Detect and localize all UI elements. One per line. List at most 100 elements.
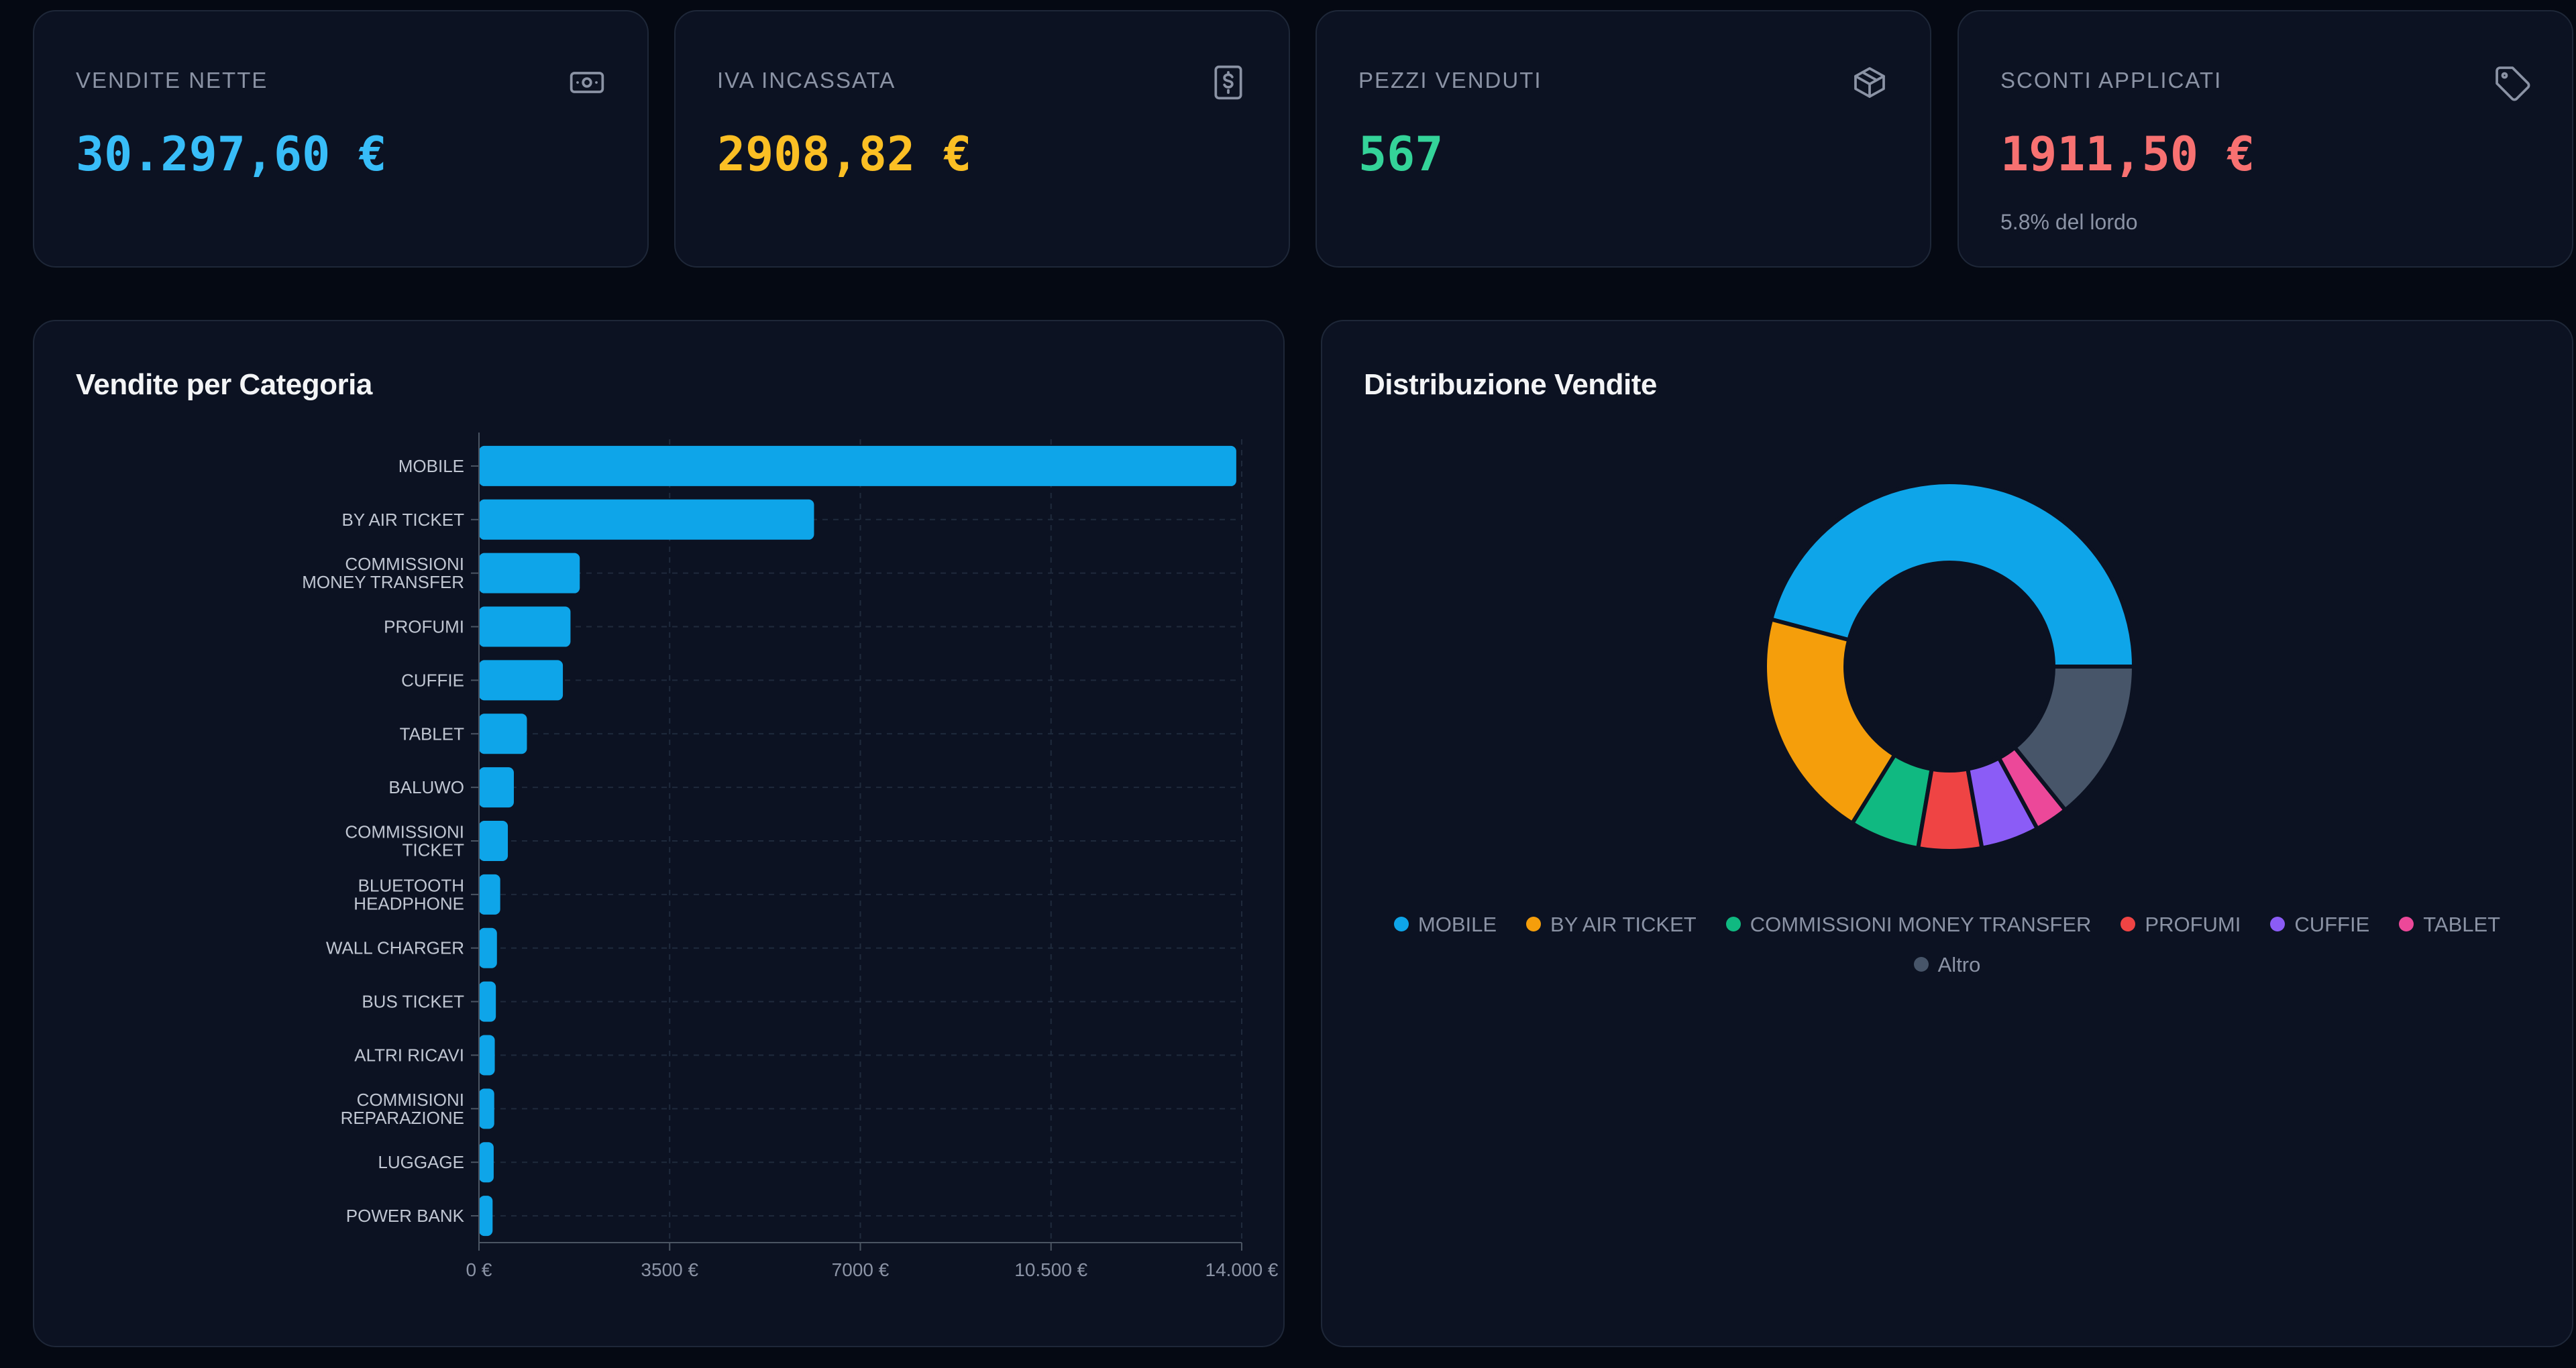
legend-swatch bbox=[2270, 916, 2286, 931]
kpi-label: PEZZI VENDUTI bbox=[1358, 68, 1542, 93]
category-label-line: BALUWO bbox=[388, 777, 464, 797]
kpi-value: 30.297,60 € bbox=[76, 127, 387, 182]
dollar-receipt-icon bbox=[1214, 65, 1242, 100]
bar[interactable] bbox=[479, 927, 497, 968]
banknote-icon bbox=[570, 72, 604, 93]
bar[interactable] bbox=[479, 1035, 495, 1076]
panel-title: Vendite per Categoria bbox=[76, 368, 372, 401]
donut-slice[interactable] bbox=[1769, 480, 2136, 669]
category-label-line: MOBILE bbox=[398, 456, 464, 476]
legend-swatch bbox=[1393, 916, 1409, 931]
kpi-label: VENDITE NETTE bbox=[76, 68, 268, 93]
package-icon bbox=[1854, 67, 1885, 98]
legend-swatch bbox=[1526, 916, 1542, 931]
bar-chart-panel: Vendite per Categoria MOBILE BY AIR TICKE… bbox=[33, 320, 1285, 1347]
category-label: COMMISIONI REPARAZIONE bbox=[341, 1090, 464, 1128]
category-label: CUFFIE bbox=[401, 670, 464, 690]
bar[interactable] bbox=[479, 874, 500, 915]
legend-item[interactable]: TABLET bbox=[2399, 905, 2500, 945]
category-label-line: BY AIR TICKET bbox=[341, 510, 464, 530]
category-label: MOBILE bbox=[398, 456, 464, 476]
kpi-value: 1911,50 € bbox=[2000, 127, 2255, 182]
bar[interactable] bbox=[479, 767, 514, 808]
legend-swatch bbox=[1725, 916, 1741, 931]
chart-legend: MOBILE BY AIR TICKET COMMISSIONI MONEY TRA… bbox=[1322, 905, 2572, 985]
legend-item[interactable]: COMMISSIONI MONEY TRANSFER bbox=[1725, 905, 2092, 945]
x-tick-label: 7000 € bbox=[832, 1259, 890, 1280]
bar[interactable] bbox=[479, 981, 496, 1022]
legend-item[interactable]: BY AIR TICKET bbox=[1526, 905, 1697, 945]
bar[interactable] bbox=[479, 660, 564, 701]
category-label-line: HEADPHONE bbox=[354, 893, 464, 913]
donut-chart bbox=[1763, 480, 2136, 853]
bar[interactable] bbox=[479, 445, 1236, 486]
donut-chart-panel: Distribuzione Vendite MOBILE BY AIR TICKE… bbox=[1321, 320, 2573, 1347]
category-label-line: BUS TICKET bbox=[362, 992, 464, 1012]
legend-label: COMMISSIONI MONEY TRANSFER bbox=[1750, 913, 2092, 936]
bar[interactable] bbox=[479, 714, 527, 754]
category-label: TABLET bbox=[400, 724, 464, 744]
category-label-line: CUFFIE bbox=[401, 670, 464, 690]
x-tick-label: 3500 € bbox=[641, 1259, 698, 1280]
kpi-card-vat: IVA INCASSATA 2908,82 € bbox=[674, 10, 1290, 268]
category-label-line: TABLET bbox=[400, 724, 464, 744]
kpi-card-discounts: SCONTI APPLICATI 1911,50 € 5.8% del lord… bbox=[1957, 10, 2573, 268]
category-label-line: ALTRI RICAVI bbox=[354, 1045, 464, 1065]
category-label-line: PROFUMI bbox=[384, 617, 464, 637]
x-tick-label: 0 € bbox=[466, 1259, 492, 1280]
category-label: COMMISSIONI TICKET bbox=[345, 822, 464, 860]
category-label-line: COMMISSIONI bbox=[345, 554, 464, 574]
category-label: PROFUMI bbox=[384, 617, 464, 637]
category-label: ALTRI RICAVI bbox=[354, 1045, 464, 1065]
bar[interactable] bbox=[479, 1088, 494, 1129]
legend-label: BY AIR TICKET bbox=[1550, 913, 1697, 936]
kpi-value: 2908,82 € bbox=[717, 127, 972, 182]
category-label: BLUETOOTH HEADPHONE bbox=[354, 875, 464, 913]
category-label-line: LUGGAGE bbox=[378, 1152, 464, 1172]
category-label-line: COMMISIONI bbox=[357, 1090, 464, 1110]
category-label-line: MONEY TRANSFER bbox=[302, 572, 464, 592]
legend-label: TABLET bbox=[2423, 913, 2501, 936]
x-tick-label: 10.500 € bbox=[1014, 1259, 1087, 1280]
donut-slice[interactable] bbox=[2012, 665, 2136, 812]
kpi-card-pieces-sold: PEZZI VENDUTI 567 bbox=[1316, 10, 1931, 268]
kpi-card-net-sales: VENDITE NETTE 30.297,60 € bbox=[33, 10, 649, 268]
legend-label: MOBILE bbox=[1417, 913, 1497, 936]
legend-swatch bbox=[2399, 916, 2414, 931]
donut-slice[interactable] bbox=[1763, 617, 1897, 825]
kpi-subtitle: 5.8% del lordo bbox=[2000, 210, 2138, 234]
category-label: WALL CHARGER bbox=[326, 938, 464, 958]
legend-label: CUFFIE bbox=[2294, 913, 2370, 936]
bar[interactable] bbox=[479, 606, 571, 647]
kpi-value: 567 bbox=[1358, 127, 1444, 182]
category-label-line: POWER BANK bbox=[346, 1206, 465, 1226]
category-label-line: COMMISSIONI bbox=[345, 822, 464, 842]
legend-label: PROFUMI bbox=[2145, 913, 2241, 936]
bar[interactable] bbox=[479, 1142, 494, 1183]
category-label: BUS TICKET bbox=[362, 992, 464, 1012]
bar[interactable] bbox=[479, 499, 814, 540]
x-tick-label: 14.000 € bbox=[1205, 1259, 1279, 1280]
category-label: COMMISSIONI MONEY TRANSFER bbox=[302, 554, 464, 592]
legend-item[interactable]: MOBILE bbox=[1393, 905, 1497, 945]
category-label: BALUWO bbox=[388, 777, 464, 797]
legend-swatch bbox=[2121, 916, 2136, 931]
legend-item[interactable]: PROFUMI bbox=[2121, 905, 2241, 945]
bar[interactable] bbox=[479, 1196, 493, 1237]
panel-title: Distribuzione Vendite bbox=[1364, 368, 1657, 401]
kpi-label: IVA INCASSATA bbox=[717, 68, 896, 93]
legend-swatch bbox=[1913, 956, 1929, 972]
legend-label: Altro bbox=[1937, 953, 1981, 976]
category-label-line: TICKET bbox=[402, 840, 465, 860]
category-label: LUGGAGE bbox=[378, 1152, 464, 1172]
kpi-label: SCONTI APPLICATI bbox=[2000, 68, 2222, 93]
category-label-line: BLUETOOTH bbox=[358, 875, 464, 895]
tag-icon bbox=[2496, 66, 2530, 101]
category-label-line: WALL CHARGER bbox=[326, 938, 464, 958]
legend-item[interactable]: Altro bbox=[1913, 945, 1981, 985]
bar[interactable] bbox=[479, 821, 508, 861]
bar[interactable] bbox=[479, 553, 580, 593]
legend-item[interactable]: CUFFIE bbox=[2270, 905, 2369, 945]
category-label: BY AIR TICKET bbox=[341, 510, 464, 530]
